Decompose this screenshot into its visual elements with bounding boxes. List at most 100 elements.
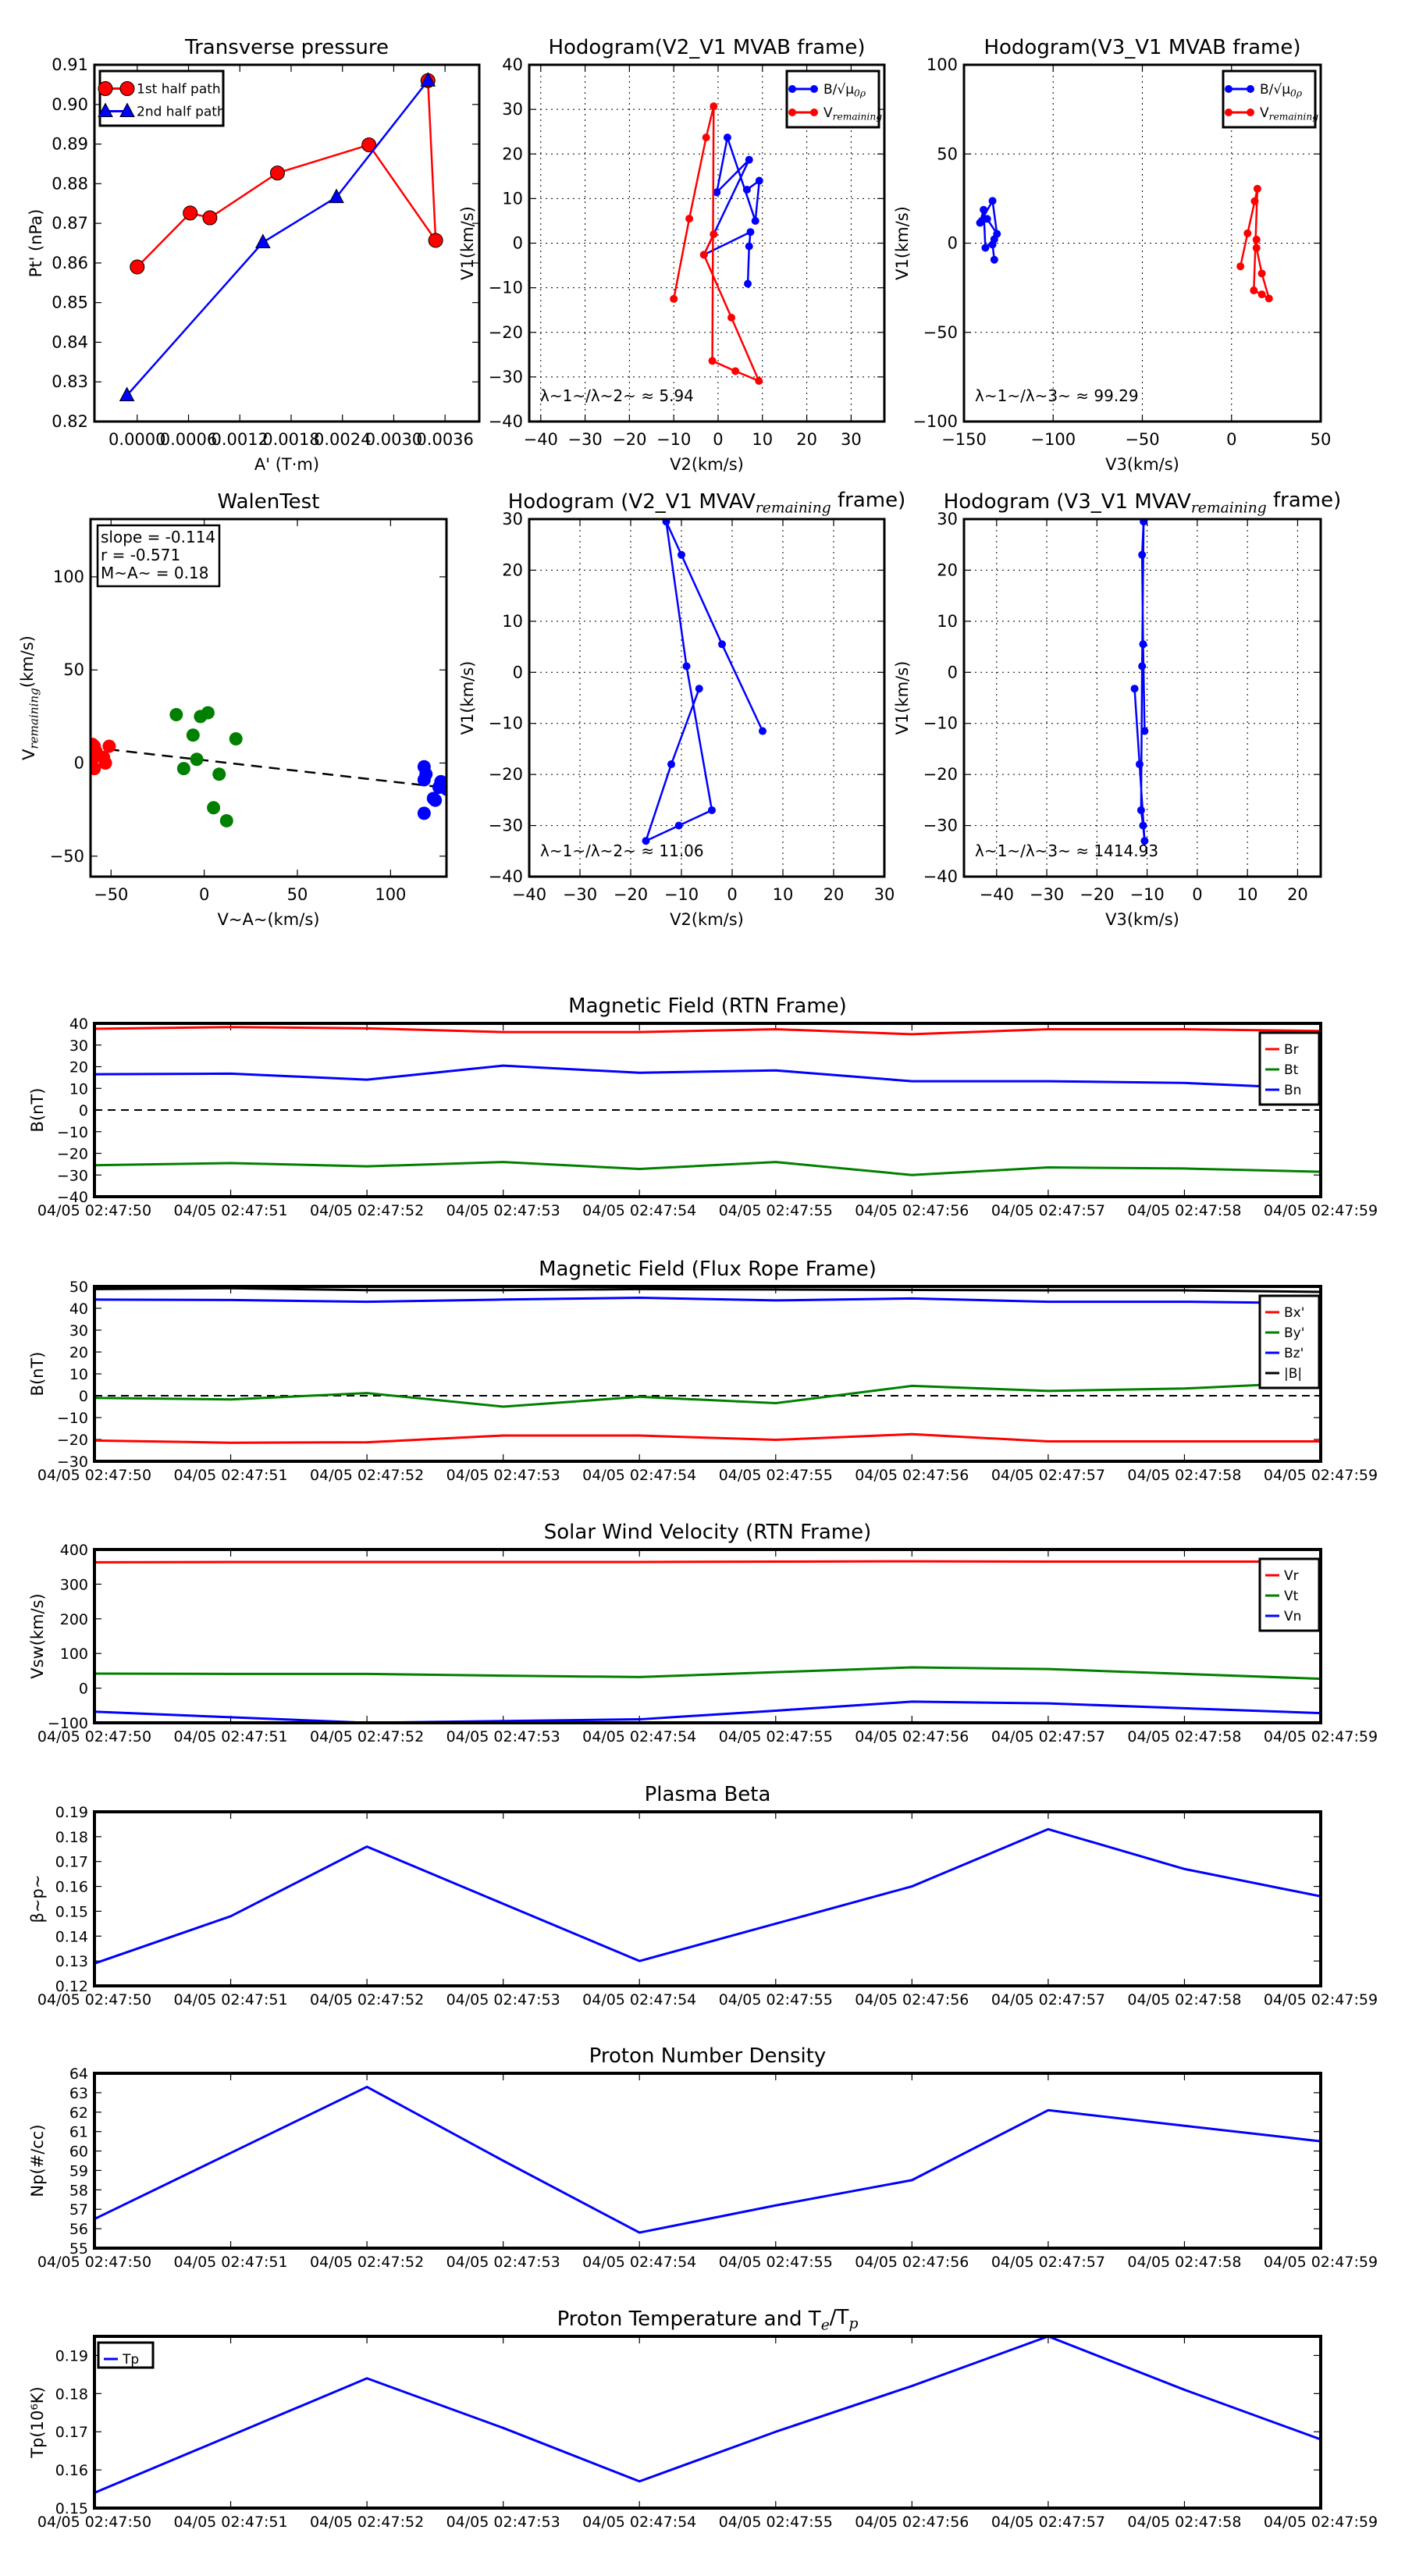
legend-label: Br xyxy=(1284,1042,1299,1058)
regression-fit-line xyxy=(91,746,446,789)
legend-marker xyxy=(1225,109,1232,116)
chart-title: WalenTest xyxy=(218,490,320,514)
legend-label: Vt xyxy=(1284,1589,1299,1604)
chart-proton-number-density: Proton Number Density 04/05 02:47:50 04/05… xyxy=(28,2044,1378,2271)
data-point xyxy=(428,233,443,248)
y-tick-label: 62 xyxy=(69,2105,88,2122)
x-tick-label: 0 xyxy=(713,430,723,449)
data-point xyxy=(1140,837,1149,845)
x-tick-label: 04/05 02:47:55 xyxy=(719,1728,833,1745)
x-tick-label: 04/05 02:47:52 xyxy=(310,2254,424,2271)
legend-item: By' xyxy=(1265,1325,1304,1341)
x-tick-label: 04/05 02:47:55 xyxy=(719,1991,833,2008)
data-point xyxy=(727,313,736,322)
plot-area xyxy=(91,706,446,827)
plot-frame xyxy=(93,1548,1322,1724)
data-point xyxy=(186,728,200,742)
x-tick-label: −20 xyxy=(612,430,646,449)
y-tick-label: 40 xyxy=(69,1300,88,1318)
y-tick-label: −50 xyxy=(923,323,958,342)
data-point xyxy=(708,806,716,814)
x-tick-label: 04/05 02:47:56 xyxy=(855,1202,969,1219)
data-point xyxy=(202,210,218,226)
legend-item: 2nd half path xyxy=(98,102,226,120)
chart-title: Hodogram(V3_V1 MVAB frame) xyxy=(984,36,1300,59)
x-tick-label: 04/05 02:47:58 xyxy=(1127,2514,1241,2531)
x-tick-label: 100 xyxy=(375,885,406,904)
plot-area xyxy=(976,184,1273,303)
y-tick-label: 20 xyxy=(69,1344,88,1361)
y-tick-label: 0 xyxy=(79,1388,88,1405)
x-tick-label: −10 xyxy=(1129,885,1164,904)
data-point xyxy=(667,760,675,769)
data-point xyxy=(731,367,740,375)
y-tick-label: 58 xyxy=(69,2182,88,2199)
y-tick-label: −40 xyxy=(923,867,958,886)
y-tick-label: 0.17 xyxy=(55,1854,88,1871)
y-axis-label: Vsw(km/s) xyxy=(28,1593,47,1679)
series-line-2ndhalfpath xyxy=(126,80,429,397)
x-tick-label: 04/05 02:47:58 xyxy=(1127,1991,1241,2008)
legend: Vr Vt Vn xyxy=(1258,1557,1321,1632)
legend-label: Vr xyxy=(1284,1568,1299,1584)
data-point xyxy=(417,773,431,787)
plot-frame xyxy=(93,2072,1322,2250)
y-axis-label: Tp(10⁶K) xyxy=(28,2386,47,2458)
x-tick-label: −100 xyxy=(1030,430,1076,449)
x-tick-label: 04/05 02:47:54 xyxy=(582,2254,696,2271)
y-tick-label: 0.83 xyxy=(52,372,88,391)
y-tick-label: 55 xyxy=(69,2240,88,2258)
data-point xyxy=(329,188,344,204)
data-point xyxy=(755,176,763,185)
data-point xyxy=(420,72,436,87)
eigenvalue-ratio-annotation: λ~1~/λ~2~ ≈ 5.94 xyxy=(540,386,694,405)
eigenvalue-ratio-annotation: λ~1~/λ~2~ ≈ 11.06 xyxy=(540,841,704,860)
x-tick-label: 04/05 02:47:58 xyxy=(1127,1728,1241,1745)
y-axis-label: B(nT) xyxy=(28,1352,47,1397)
data-point xyxy=(695,685,703,693)
plot-area xyxy=(670,102,763,386)
x-tick-label: 04/05 02:47:54 xyxy=(582,1467,696,1484)
legend-item: Vt xyxy=(1265,1589,1299,1604)
y-tick-label: 0.15 xyxy=(55,1903,88,1920)
x-tick-label: 04/05 02:47:57 xyxy=(991,1202,1105,1219)
y-tick-label: −10 xyxy=(489,279,523,297)
data-point xyxy=(1264,294,1273,303)
x-axis-label: A' (T·m) xyxy=(254,455,319,474)
y-tick-label: 0.85 xyxy=(52,294,88,312)
data-point xyxy=(119,386,135,401)
legend-item: Bz' xyxy=(1265,1346,1304,1361)
fit-statistic: M~A~ = 0.18 xyxy=(101,564,208,582)
plot-area xyxy=(94,1827,1321,1965)
legend-marker xyxy=(119,102,135,117)
data-point xyxy=(169,707,183,721)
legend-label: Vn xyxy=(1284,1609,1301,1624)
data-point xyxy=(1136,806,1145,814)
y-axis-label: V1(km/s) xyxy=(893,206,912,280)
data-point xyxy=(207,801,221,815)
y-tick-label: 0.19 xyxy=(55,2347,88,2364)
series-line-Bz xyxy=(94,1297,1321,1305)
y-tick-label: 0.19 xyxy=(55,1804,88,1821)
series-line-B xyxy=(645,521,764,842)
y-axis-label: Pt' (nPa) xyxy=(27,209,45,278)
y-tick-label: 20 xyxy=(937,560,958,579)
y-tick-label: 20 xyxy=(502,560,523,579)
y-tick-label: 0.17 xyxy=(55,2424,88,2441)
y-tick-label: −30 xyxy=(923,817,958,835)
x-tick-label: 04/05 02:47:56 xyxy=(855,1467,969,1484)
legend-label: By' xyxy=(1284,1325,1304,1341)
x-tick-label: −40 xyxy=(524,430,558,449)
y-tick-label: −10 xyxy=(489,714,523,733)
data-point xyxy=(1139,821,1147,830)
plot-area xyxy=(642,519,767,845)
y-axis-label: V1(km/s) xyxy=(458,206,477,280)
chart-title: Transverse pressure xyxy=(184,36,389,59)
chart-title: Solar Wind Velocity (RTN Frame) xyxy=(544,1521,871,1544)
x-tick-label: −20 xyxy=(1080,885,1114,904)
legend-item: Bn xyxy=(1265,1083,1301,1098)
y-tick-label: 10 xyxy=(502,612,523,631)
data-point xyxy=(1250,197,1259,205)
plot-area xyxy=(1130,519,1149,845)
